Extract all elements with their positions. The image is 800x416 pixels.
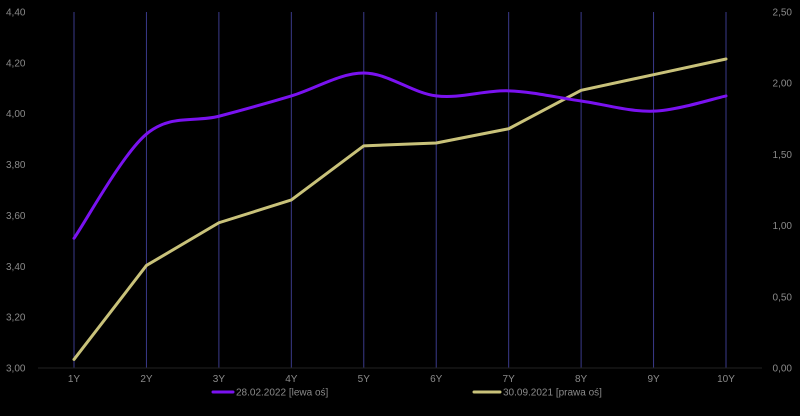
left-tick-label: 4,20 (6, 58, 26, 69)
right-axis-ticks: 0,00 0,50 1,00 1,50 2,00 2,50 (773, 8, 793, 375)
x-tick-label: 2Y (140, 374, 153, 385)
series-lines (72, 57, 728, 361)
left-tick-label: 3,20 (6, 313, 26, 324)
legend-label: 28.02.2022 [lewa oś] (236, 388, 329, 399)
right-tick-label: 1,50 (773, 150, 793, 161)
x-tick-label: 8Y (575, 374, 588, 385)
series-line-1 (72, 57, 728, 361)
x-axis-ticks: 1Y 2Y 3Y 4Y 5Y 6Y 7Y 8Y 9Y 10Y (68, 374, 735, 385)
left-tick-label: 4,00 (6, 109, 26, 120)
x-tick-label: 7Y (503, 374, 516, 385)
grid (38, 12, 762, 369)
left-tick-label: 3,80 (6, 160, 26, 171)
legend-label: 30.09.2021 [prawa oś] (503, 388, 602, 399)
right-tick-label: 0,50 (773, 292, 793, 303)
x-tick-label: 5Y (358, 374, 371, 385)
x-tick-label: 9Y (647, 374, 660, 385)
left-tick-label: 3,60 (6, 211, 26, 222)
right-tick-label: 0,00 (773, 364, 793, 375)
x-tick-label: 10Y (717, 374, 735, 385)
x-tick-label: 3Y (213, 374, 226, 385)
x-tick-label: 4Y (285, 374, 298, 385)
legend: 28.02.2022 [lewa oś] 30.09.2021 [prawa oś… (211, 388, 602, 399)
x-tick-label: 1Y (68, 374, 81, 385)
right-tick-label: 2,50 (773, 8, 793, 19)
right-tick-label: 1,00 (773, 221, 793, 232)
series-line-0 (72, 71, 728, 240)
left-tick-label: 3,00 (6, 364, 26, 375)
right-tick-label: 2,00 (773, 79, 793, 90)
left-tick-label: 3,40 (6, 262, 26, 273)
left-tick-label: 4,40 (6, 8, 26, 19)
x-tick-label: 6Y (430, 374, 443, 385)
left-axis-ticks: 3,00 3,20 3,40 3,60 3,80 4,00 4,20 4,40 (6, 8, 26, 375)
